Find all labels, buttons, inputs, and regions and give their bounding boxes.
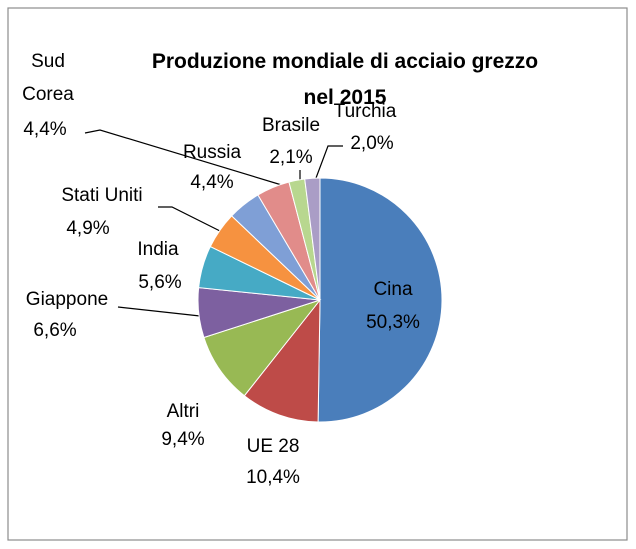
value-label: 9,4% <box>161 429 204 450</box>
leader-line <box>117 306 201 317</box>
value-label: 4,4% <box>190 172 233 193</box>
chart-title: Produzione mondiale di acciaio grezzo nel… <box>152 50 538 109</box>
slice-label: Sud Corea <box>22 51 74 105</box>
slice-label: Cina <box>373 279 413 300</box>
value-label: 10,4% <box>246 467 300 488</box>
leader-line <box>158 206 223 233</box>
slice-label: Brasile <box>262 115 320 136</box>
slice-label: Giappone <box>26 289 108 310</box>
pie-slice <box>317 177 443 423</box>
slice-label: Russia <box>183 142 242 163</box>
slice-label: Altri <box>167 401 200 422</box>
value-label: 5,6% <box>138 272 181 293</box>
slice-label: Turchia <box>334 101 397 122</box>
value-label: 4,4% <box>23 119 66 140</box>
value-label: 50,3% <box>366 312 420 333</box>
value-label: 4,9% <box>66 218 109 239</box>
value-label: 6,6% <box>33 320 76 341</box>
pie-slice <box>243 298 321 423</box>
slice-label: Stati Uniti <box>61 185 142 206</box>
leader-line <box>315 145 343 179</box>
pie-slice <box>304 177 321 301</box>
slice-label: India <box>137 239 179 260</box>
value-label: 2,1% <box>269 147 312 168</box>
slice-label: UE 28 <box>247 436 300 457</box>
value-label: 2,0% <box>350 133 393 154</box>
leader-line <box>84 129 286 187</box>
